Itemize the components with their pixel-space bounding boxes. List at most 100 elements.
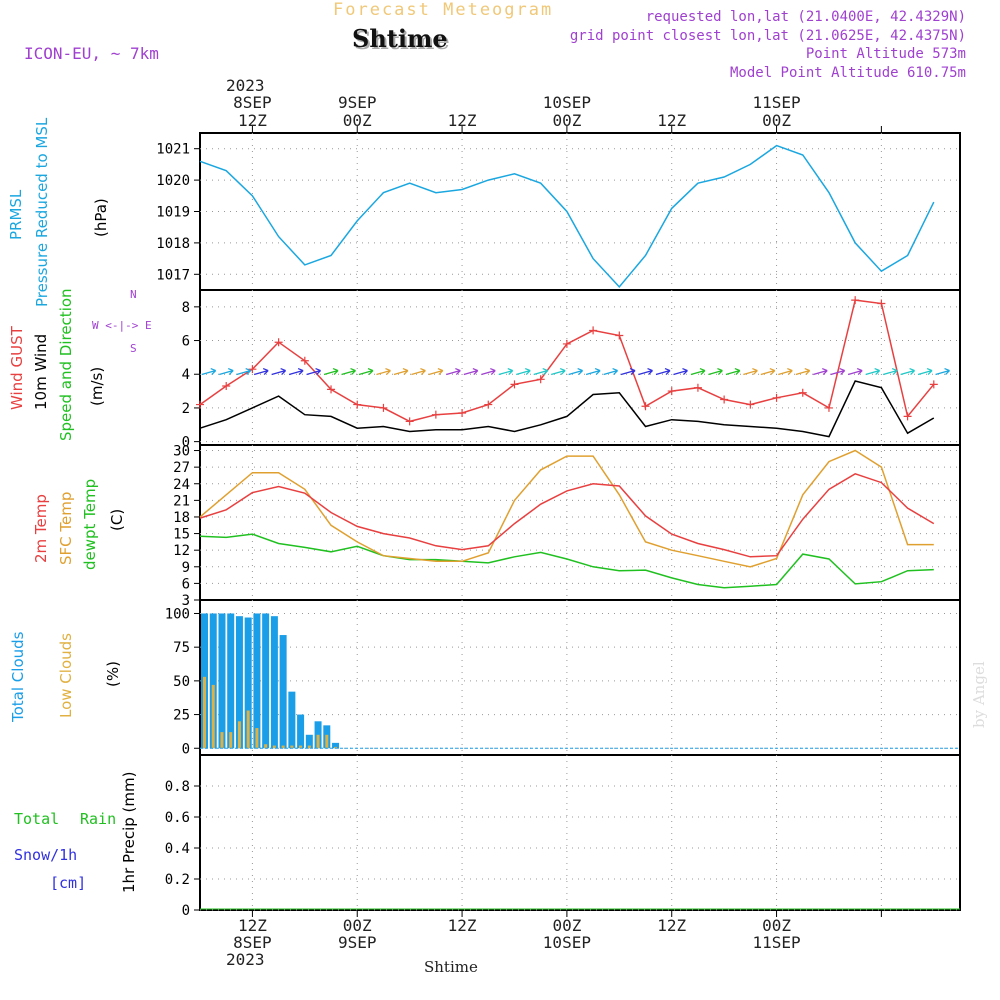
- ytick-label-1-0: 0: [182, 435, 190, 451]
- low-cloud-bar: [316, 734, 320, 749]
- panel-frame-2: [199, 444, 961, 601]
- gust-marker: [929, 380, 938, 389]
- supertitle: Forecast Meteogram: [333, 0, 554, 20]
- gust-marker: [903, 412, 912, 421]
- gust-marker: [431, 410, 440, 419]
- ytick-label-0-2: 1019: [156, 205, 190, 221]
- panel-frame-3: [199, 599, 961, 756]
- ytick-label-1-2: 4: [182, 367, 190, 383]
- wind-direction-arrow: [463, 367, 479, 376]
- gust-marker: [772, 393, 781, 402]
- ytick-label-1-4: 8: [182, 300, 190, 316]
- bottom-year: 2023: [226, 950, 265, 969]
- total-cloud-bar: [244, 617, 252, 749]
- wind-direction-arrow: [778, 367, 793, 376]
- wind-direction-arrow: [428, 367, 444, 376]
- ytick-label-2-4: 15: [173, 527, 190, 543]
- ytick-label-0-1: 1018: [156, 236, 190, 252]
- ytick-label-0-4: 1021: [156, 142, 190, 158]
- total-cloud-bar: [262, 613, 270, 749]
- t2m-line: [199, 472, 935, 558]
- requested-coords: requested lon,lat (21.0400E, 42.4329N): [645, 9, 966, 25]
- gust-marker: [327, 385, 336, 394]
- ytick-label-3-4: 100: [165, 606, 190, 622]
- wind-direction-arrow: [568, 367, 584, 376]
- gust-marker: [562, 339, 571, 348]
- total-cloud-bar: [235, 616, 243, 749]
- wind-direction-arrow: [498, 367, 514, 376]
- wind-direction-arrow: [481, 367, 496, 376]
- total-cloud-bar: [288, 691, 296, 749]
- precip-cm-label: [cm]: [50, 874, 87, 892]
- wind-direction-arrow: [253, 367, 269, 376]
- wind-direction-arrow: [393, 367, 409, 376]
- panel-frame-1: [199, 289, 961, 446]
- wind-direction-arrow: [306, 367, 322, 376]
- ytick-label-0-3: 1020: [156, 173, 190, 189]
- low-cloud-bar: [246, 710, 250, 749]
- wind-direction-arrow: [690, 367, 706, 376]
- bottom-hour-label-4: 12Z: [657, 916, 686, 935]
- gust-marker: [248, 365, 257, 374]
- wind-direction-arrow: [620, 367, 636, 376]
- top-hour-label-5: 00Z: [762, 111, 791, 130]
- precip-snow-label: Snow/1h: [14, 846, 78, 864]
- gust-marker: [300, 356, 309, 365]
- wind-direction-arrow: [533, 367, 549, 376]
- wind-direction-arrow: [638, 367, 653, 376]
- total-cloud-bar: [253, 613, 261, 749]
- wind-direction-arrow: [865, 367, 881, 376]
- wind-direction-arrow: [603, 367, 619, 376]
- total-cloud-bar: [332, 742, 340, 749]
- wind-direction-arrow: [760, 367, 776, 376]
- wind-direction-arrow: [236, 367, 252, 376]
- wind-direction-arrow: [341, 367, 356, 376]
- wind-direction-arrow: [550, 367, 566, 376]
- location-title: Shtime: [352, 24, 448, 53]
- wind-direction-arrow: [673, 367, 688, 376]
- wind-direction-arrow: [882, 367, 898, 376]
- bottom-date-label-0: 8SEP: [233, 933, 272, 952]
- ytick-label-2-0: 3: [182, 593, 190, 609]
- total-cloud-bar: [279, 635, 287, 749]
- gust-marker: [222, 382, 231, 391]
- ytick-label-2-2: 9: [182, 560, 190, 576]
- low-cloud-bar: [299, 745, 303, 749]
- bottom-hour-label-3: 00Z: [552, 916, 581, 935]
- top-hour-label-4: 12Z: [657, 111, 686, 130]
- low-cloud-bar: [255, 728, 259, 749]
- gust-marker: [667, 387, 676, 396]
- wind-direction-arrow: [411, 367, 426, 376]
- wind-direction-arrow: [201, 367, 217, 376]
- bottom-hour-label-1: 00Z: [343, 916, 372, 935]
- ytick-label-2-3: 12: [173, 543, 190, 559]
- ytick-label-1-1: 2: [182, 401, 190, 417]
- compass-s: S: [130, 342, 137, 355]
- ytick-label-2-6: 21: [173, 493, 190, 509]
- wind-direction-arrow: [847, 367, 863, 376]
- wind-direction-arrow: [446, 367, 461, 376]
- ytick-label-4-0: 0: [182, 903, 190, 919]
- bottom-date-label-5: 11SEP: [752, 933, 800, 952]
- ytick-label-2-9: 30: [173, 444, 190, 460]
- gust-marker: [877, 299, 886, 308]
- wind-direction-arrow: [708, 367, 723, 376]
- gust-marker: [405, 417, 414, 426]
- ytick-label-3-0: 0: [182, 741, 190, 757]
- point-altitude: Point Altitude 573m: [805, 46, 966, 62]
- gust-marker: [458, 408, 467, 417]
- wind-direction-arrow: [323, 367, 339, 376]
- low-cloud-bar: [229, 732, 233, 749]
- total-cloud-bar: [218, 613, 226, 749]
- wind-direction-arrow: [813, 367, 828, 376]
- model-label: ICON-EU, ~ 7km: [24, 44, 159, 63]
- precip-rain-label: Rain: [80, 810, 117, 828]
- gust-marker: [196, 400, 204, 409]
- low-cloud-bar: [264, 744, 268, 749]
- sfc-temp-line: [199, 449, 934, 568]
- top-hour-label-2: 12Z: [448, 111, 477, 130]
- low-cloud-bar: [334, 746, 338, 749]
- ytick-label-4-4: 0.8: [165, 779, 190, 795]
- total-cloud-bar: [227, 613, 235, 749]
